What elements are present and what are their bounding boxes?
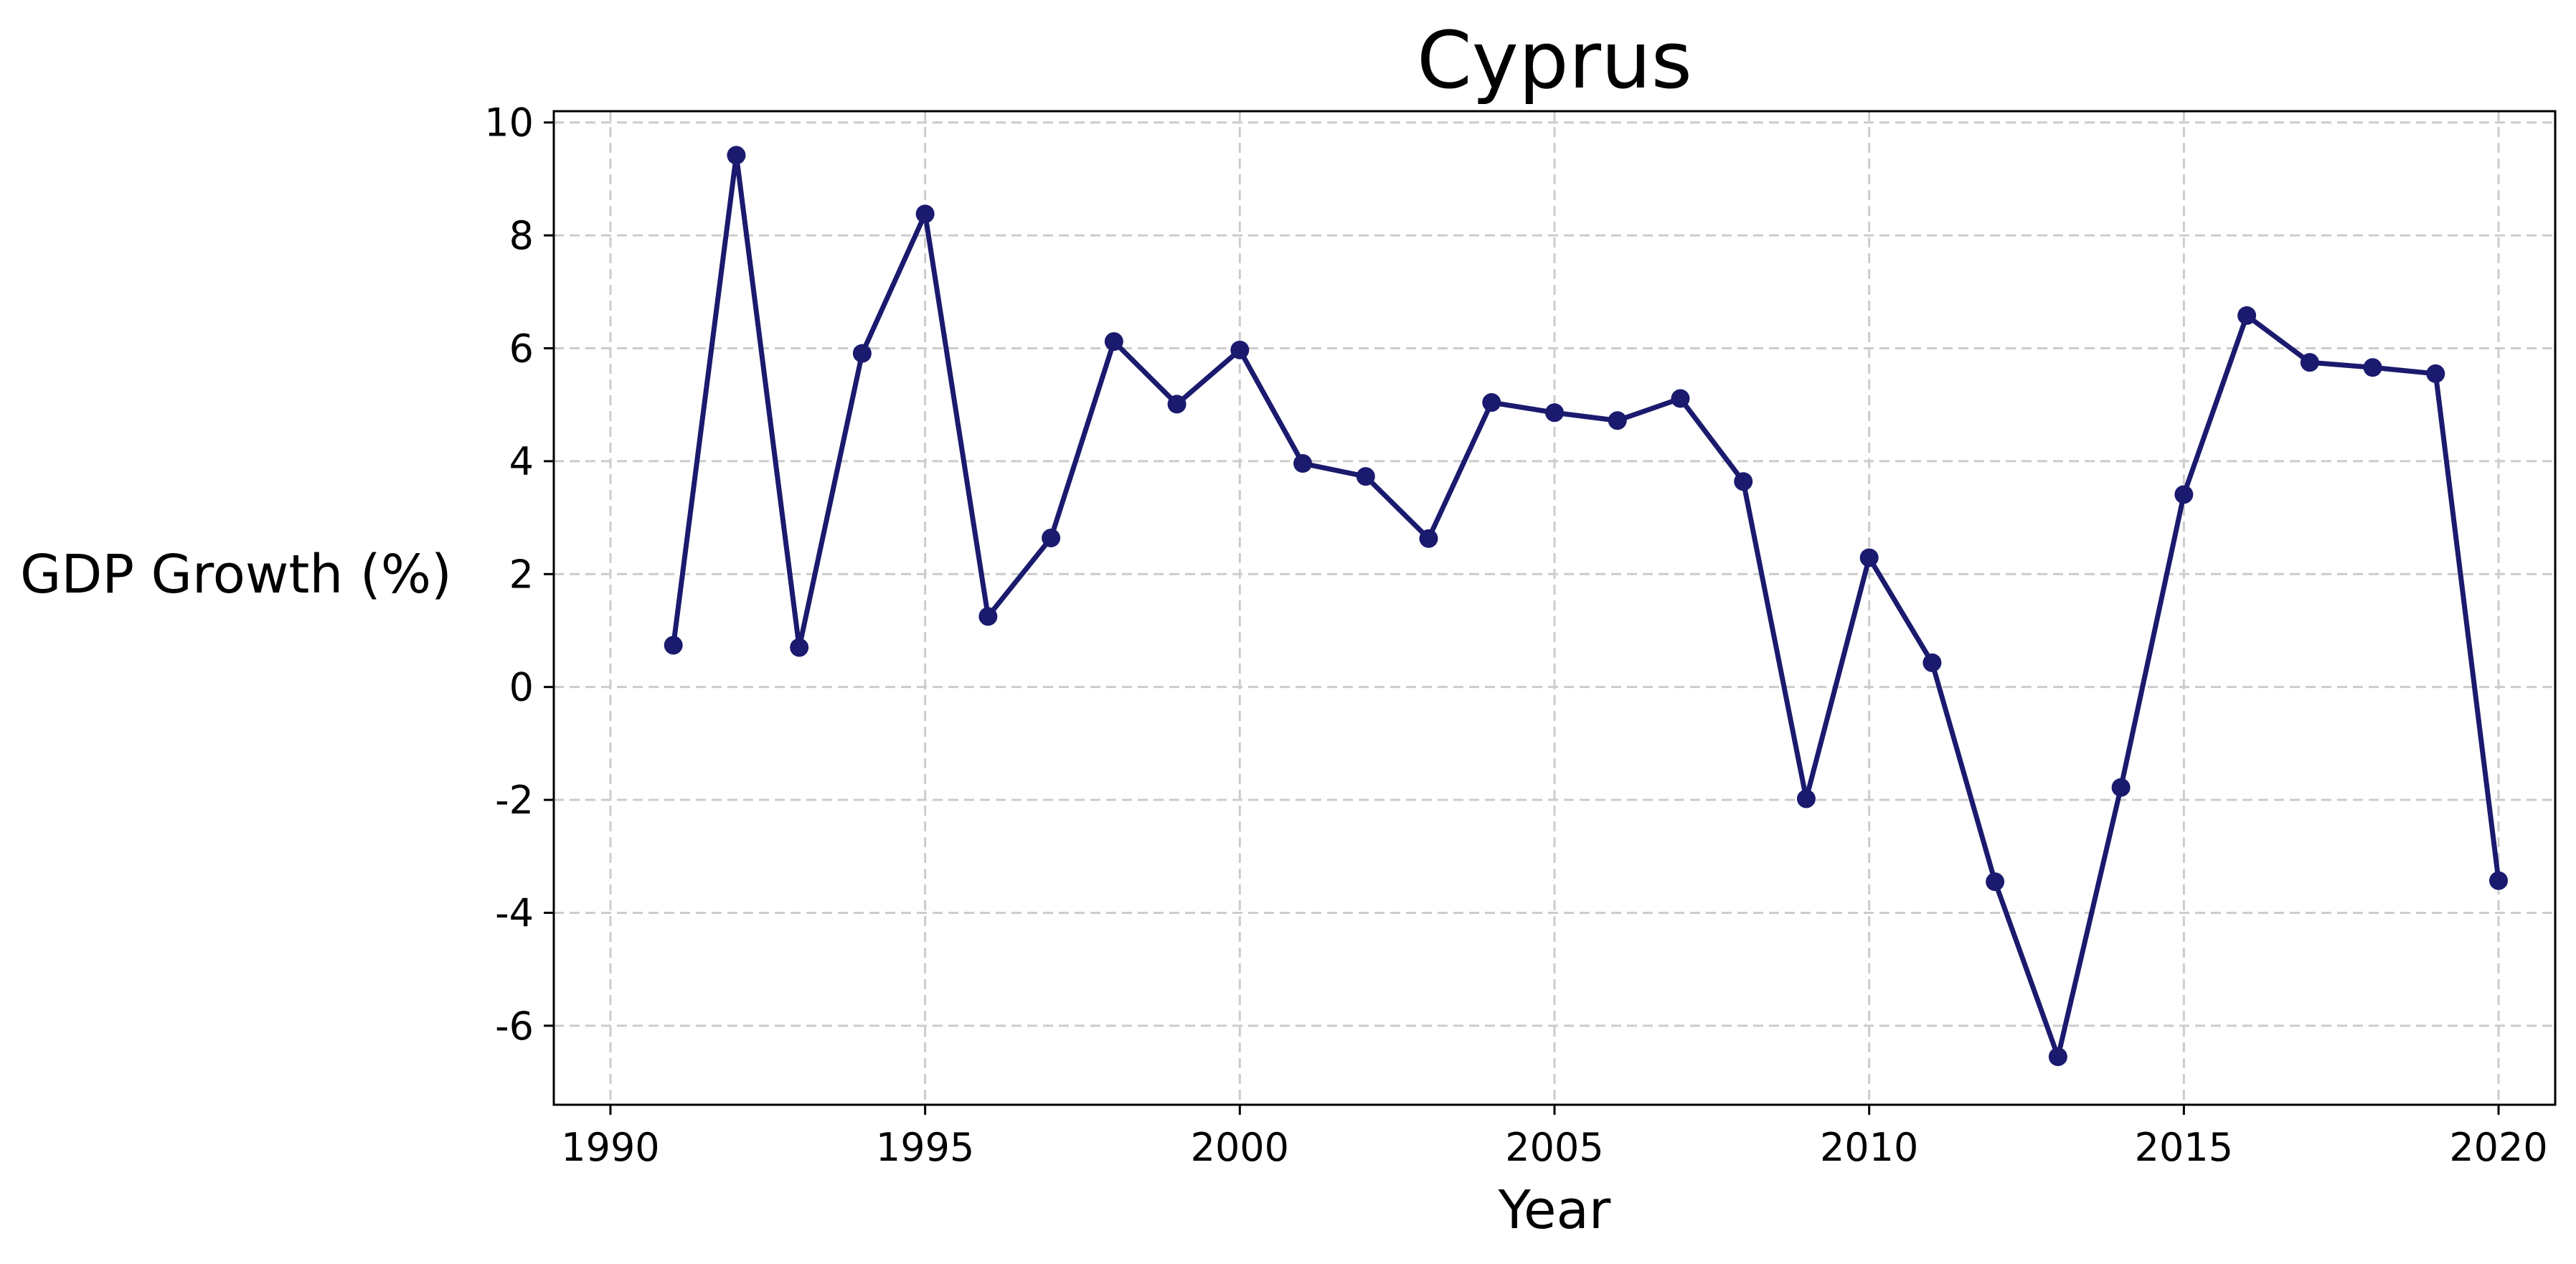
y-tick-label: 8: [509, 213, 534, 258]
data-point: [1167, 395, 1186, 414]
x-tick-label: 2015: [2135, 1125, 2233, 1170]
data-point: [2300, 353, 2319, 372]
x-axis-label: Year: [1498, 1179, 1611, 1241]
x-tick-label: 2000: [1191, 1125, 1289, 1170]
data-point: [2111, 778, 2131, 797]
data-point: [790, 638, 809, 657]
y-tick-label: 10: [484, 100, 534, 146]
data-point: [1859, 548, 1879, 567]
y-tick-label: -2: [495, 778, 534, 823]
data-point: [978, 607, 998, 626]
y-axis-label: GDP Growth (%): [20, 544, 452, 605]
data-point: [1293, 454, 1313, 473]
data-point: [1545, 403, 1564, 423]
data-point: [1042, 528, 1061, 547]
data-point: [1482, 393, 1501, 412]
data-point: [1356, 467, 1375, 486]
series-line: [671, 152, 2501, 1060]
series-layer: [664, 146, 2509, 1067]
x-tick-label: 2005: [1505, 1125, 1603, 1170]
data-point: [2426, 364, 2445, 383]
data-point: [727, 146, 746, 165]
data-point: [2174, 485, 2194, 504]
data-point: [1104, 332, 1123, 352]
x-tick-label: 1990: [561, 1125, 659, 1170]
data-point: [664, 636, 683, 655]
data-point: [1734, 472, 1753, 491]
y-tick-label: 6: [509, 326, 534, 372]
axis-ticks: 1990 1995 2000 2005 2010 2015 2020 -6 -4 -2 0 2 4 6 8 1…: [484, 100, 2547, 1170]
data-point: [1230, 340, 1250, 359]
data-point: [2237, 306, 2257, 325]
y-tick-label: -4: [495, 890, 534, 935]
data-point: [1608, 411, 1627, 430]
y-tick-label: 4: [509, 439, 534, 484]
data-point: [1986, 872, 2005, 892]
data-point: [2489, 871, 2509, 890]
x-tick-label: 2020: [2449, 1125, 2547, 1170]
data-point: [915, 204, 935, 224]
y-tick-label: -6: [495, 1004, 534, 1049]
data-point: [2363, 358, 2382, 377]
y-tick-label: 0: [509, 665, 534, 710]
chart-title: Cyprus: [1417, 14, 1692, 106]
x-tick-label: 1995: [876, 1125, 974, 1170]
y-tick-label: 2: [509, 552, 534, 597]
grid-lines: [554, 111, 2555, 1105]
data-point: [852, 344, 872, 363]
data-point: [1671, 389, 1690, 408]
data-point: [1419, 529, 1438, 548]
data-point: [1796, 789, 1816, 808]
data-point: [2048, 1047, 2067, 1067]
data-point: [1922, 653, 1942, 672]
x-tick-label: 2010: [1820, 1125, 1918, 1170]
